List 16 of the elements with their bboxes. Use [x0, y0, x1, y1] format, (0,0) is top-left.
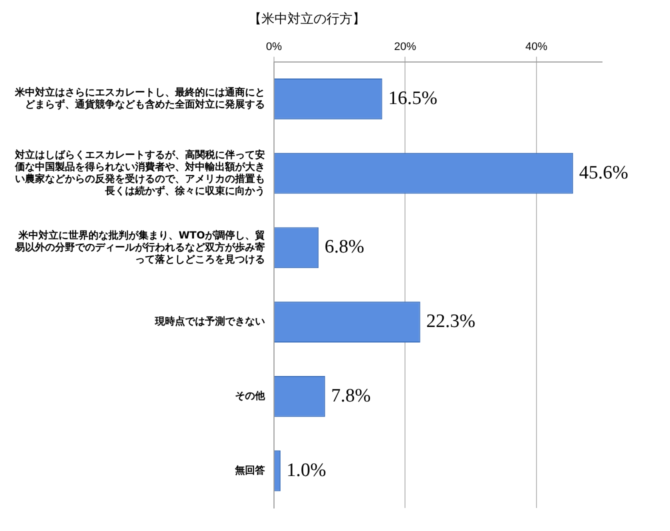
y-tick-label: 対立はしばらくエスカレートするが、高関税に伴って安価な中国製品を得られない消費者や、対中輸出額が大きい農家などからの反発を受けるので、アメリカの措置も長くは続かず、徐々に収束に向かう: [14, 148, 265, 197]
chart-title: 【米中対立の行方】: [248, 11, 366, 28]
y-tick-label: 無回答: [234, 464, 266, 476]
data-label: 6.8%: [324, 236, 364, 258]
y-tick-label: その他: [235, 390, 266, 402]
x-tick-label: 40%: [525, 41, 548, 54]
y-tick-label: 米中対立はさらにエスカレートし、最終的には通商にとどまらず、通貨競争なども含めた全面対立に発展する: [14, 86, 265, 111]
x-tick-label: 0%: [266, 41, 282, 54]
data-label: 16.5%: [388, 88, 438, 109]
data-label: 45.6%: [579, 162, 628, 184]
data-label: 1.0%: [286, 460, 326, 481]
y-tick-label: 現時点では予測できない: [154, 316, 265, 328]
y-tick-label: 米中対立に世界的な批判が集まり、WTOが調停し、貿易以外の分野でのディールが行われるなど双方が歩み寄って落としどころを見つける: [14, 229, 265, 266]
x-tick-label: 20%: [394, 41, 416, 54]
data-label: 22.3%: [426, 311, 476, 332]
data-label: 7.8%: [331, 385, 371, 406]
